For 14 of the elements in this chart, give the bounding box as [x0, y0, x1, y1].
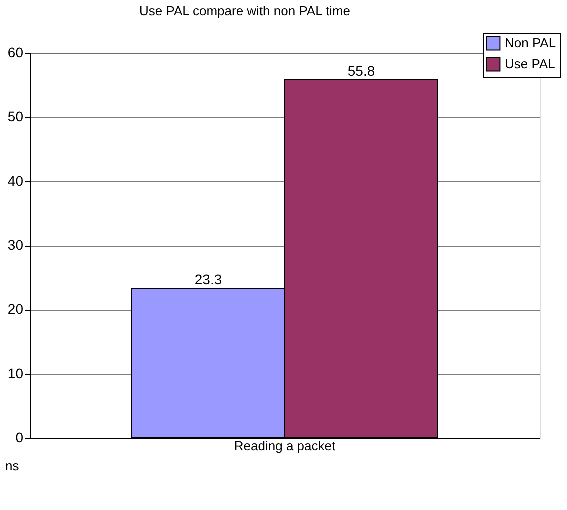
legend-label: Use PAL: [505, 56, 556, 72]
data-label: 23.3: [194, 271, 222, 288]
chart-title: Use PAL compare with non PAL time: [140, 4, 350, 18]
y-tick-label: 0: [16, 430, 24, 446]
y-tick-label: 30: [8, 237, 24, 253]
legend-label: Non PAL: [505, 36, 556, 50]
data-label: 55.8: [348, 62, 376, 79]
y-axis-title: ns: [6, 458, 20, 474]
y-tick-label: 10: [8, 365, 24, 382]
y-tick-label: 50: [8, 108, 24, 125]
y-tick-label: 60: [8, 44, 24, 60]
x-tick-label: Reading a packet: [234, 438, 336, 454]
y-tick-label: 20: [8, 301, 24, 318]
y-tick-label: 40: [8, 172, 24, 189]
